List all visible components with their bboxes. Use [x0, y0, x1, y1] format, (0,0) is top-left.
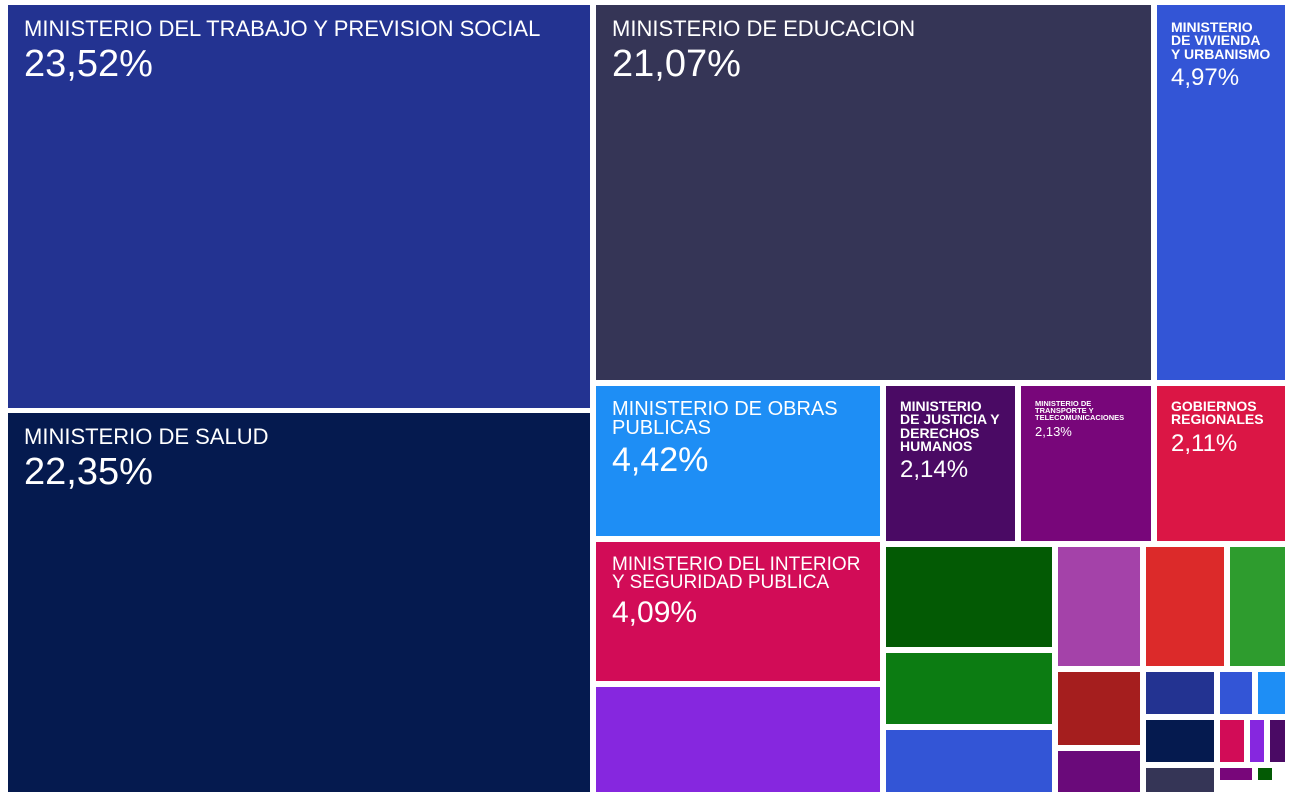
- tile: [886, 547, 1052, 647]
- tile: [1250, 720, 1264, 762]
- tile: MINISTERIO DE VIVIENDA Y URBANISMO 4,97%: [1157, 5, 1285, 380]
- tile-value: 22,35%: [24, 450, 153, 493]
- tile-label: GOBIERNOS REGIONALES: [1171, 398, 1264, 428]
- tile: [1146, 672, 1214, 714]
- tile-label: MINISTERIO DEL INTERIOR Y SEGURIDAD PUBL…: [612, 554, 861, 594]
- tile-label: MINISTERIO DE TRANSPORTE Y TELECOMUNICAC…: [1035, 399, 1125, 423]
- tile: [1220, 672, 1252, 714]
- tile: [1230, 547, 1285, 666]
- tile-label: MINISTERIO DE OBRAS PUBLICAS: [612, 398, 838, 439]
- tile: [1146, 720, 1214, 762]
- tile: MINISTERIO DEL TRABAJO Y PREVISION SOCIA…: [8, 5, 590, 408]
- tile: [596, 687, 880, 792]
- tile: MINISTERIO DE OBRAS PUBLICAS 4,42%: [596, 386, 880, 536]
- tile: [1058, 547, 1140, 666]
- tile-value: 21,07%: [612, 42, 741, 85]
- tile-label: MINISTERIO DEL TRABAJO Y PREVISION SOCIA…: [24, 16, 541, 41]
- tile: [1258, 672, 1285, 714]
- tile-label: MINISTERIO DE SALUD: [24, 424, 269, 449]
- tile: [1146, 547, 1224, 666]
- tile: [886, 730, 1052, 792]
- tile: [1258, 768, 1272, 780]
- tile: [886, 653, 1052, 724]
- tile-value: 23,52%: [24, 42, 153, 85]
- tile-value: 2,11%: [1171, 429, 1238, 457]
- tile: MINISTERIO DE SALUD 22,35%: [8, 413, 590, 792]
- tile-label: MINISTERIO DE JUSTICIA Y DERECHOS HUMANO…: [900, 398, 1000, 454]
- tile-value: 4,09%: [612, 596, 698, 630]
- tile: MINISTERIO DE EDUCACION 21,07%: [596, 5, 1151, 380]
- tile: [1058, 672, 1140, 745]
- tile: [1058, 751, 1140, 792]
- tile-label: MINISTERIO DE VIVIENDA Y URBANISMO: [1171, 19, 1271, 62]
- tile-value: 4,97%: [1171, 63, 1240, 91]
- tile: GOBIERNOS REGIONALES 2,11%: [1157, 386, 1285, 541]
- tile: MINISTERIO DE JUSTICIA Y DERECHOS HUMANO…: [886, 386, 1015, 541]
- tile: [1270, 720, 1285, 762]
- tile: MINISTERIO DEL INTERIOR Y SEGURIDAD PUBL…: [596, 542, 880, 681]
- tile: [1146, 768, 1214, 792]
- tile-value: 4,42%: [612, 441, 709, 479]
- tile-value: 2,14%: [900, 456, 969, 484]
- tile-value: 2,13%: [1035, 424, 1072, 440]
- tile: [1220, 768, 1252, 780]
- tile: [1220, 720, 1244, 762]
- tile: MINISTERIO DE TRANSPORTE Y TELECOMUNICAC…: [1021, 386, 1151, 541]
- tile-label: MINISTERIO DE EDUCACION: [612, 16, 916, 41]
